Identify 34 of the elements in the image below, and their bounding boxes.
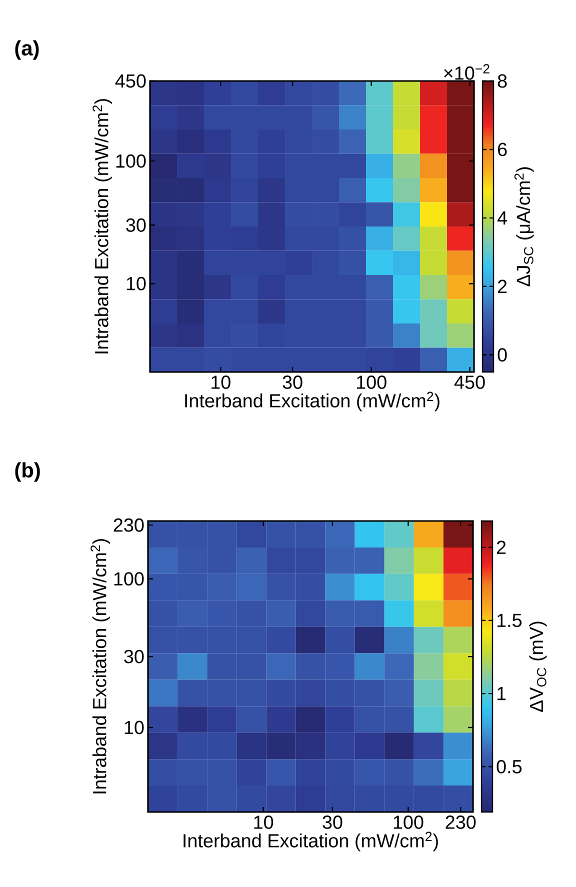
x-tick-label: 100 bbox=[394, 816, 424, 829]
x-tick-label: 10 bbox=[212, 376, 230, 389]
text: ×10$^{−2}$ bbox=[444, 64, 490, 80]
x-tick-label: 100 bbox=[356, 376, 386, 389]
chart-title: (a) bbox=[15, 40, 39, 60]
y-tick-label: 10 bbox=[126, 276, 146, 290]
x-tick-label: 10 bbox=[254, 816, 274, 829]
color-bar-label: 1.5 bbox=[497, 614, 522, 628]
color-bar-title: ΔV$_{OC}$ (mV) bbox=[529, 622, 547, 712]
y-tick-label: 230 bbox=[114, 518, 144, 532]
color-bar-label: 2 bbox=[498, 280, 507, 294]
color-bar-label: 1 bbox=[497, 687, 506, 700]
y-tick-label: 100 bbox=[114, 572, 144, 586]
y-tick-label: 30 bbox=[126, 218, 146, 232]
chart-title: (b) bbox=[15, 462, 40, 482]
x-tick-label: 30 bbox=[282, 376, 302, 389]
color-bar-title: ΔJ$_{SC}$ (μA/cm$^{2}$) bbox=[514, 167, 534, 286]
x-tick-label: 450 bbox=[454, 376, 485, 389]
color-bar-label: 6 bbox=[498, 142, 507, 156]
color-bar-label: 8 bbox=[498, 74, 507, 88]
y-tick-label: 30 bbox=[124, 650, 144, 664]
x-tick-label: 230 bbox=[446, 816, 476, 829]
x-axis-title: Interband Excitation (mW/cm$^{2}$) bbox=[184, 832, 438, 852]
y-axis-title: Intraband Excitation (mW/cm$^{2}$) bbox=[90, 539, 110, 794]
color-bar-label: 4 bbox=[497, 211, 508, 224]
y-tick-label: 100 bbox=[116, 154, 146, 168]
y-tick-label: 450 bbox=[115, 74, 146, 88]
x-axis-title: Interband Excitation (mW/cm$^{2}$) bbox=[185, 392, 440, 412]
x-tick-label: 30 bbox=[322, 816, 342, 829]
y-tick-label: 10 bbox=[124, 720, 144, 734]
color-bar-label: 2 bbox=[496, 540, 506, 554]
color-bar-label: 0.5 bbox=[496, 760, 522, 774]
color-bar-label: 0 bbox=[498, 348, 507, 362]
y-axis-title: Intraband Excitation (mW/cm$^{2}$) bbox=[92, 99, 112, 354]
